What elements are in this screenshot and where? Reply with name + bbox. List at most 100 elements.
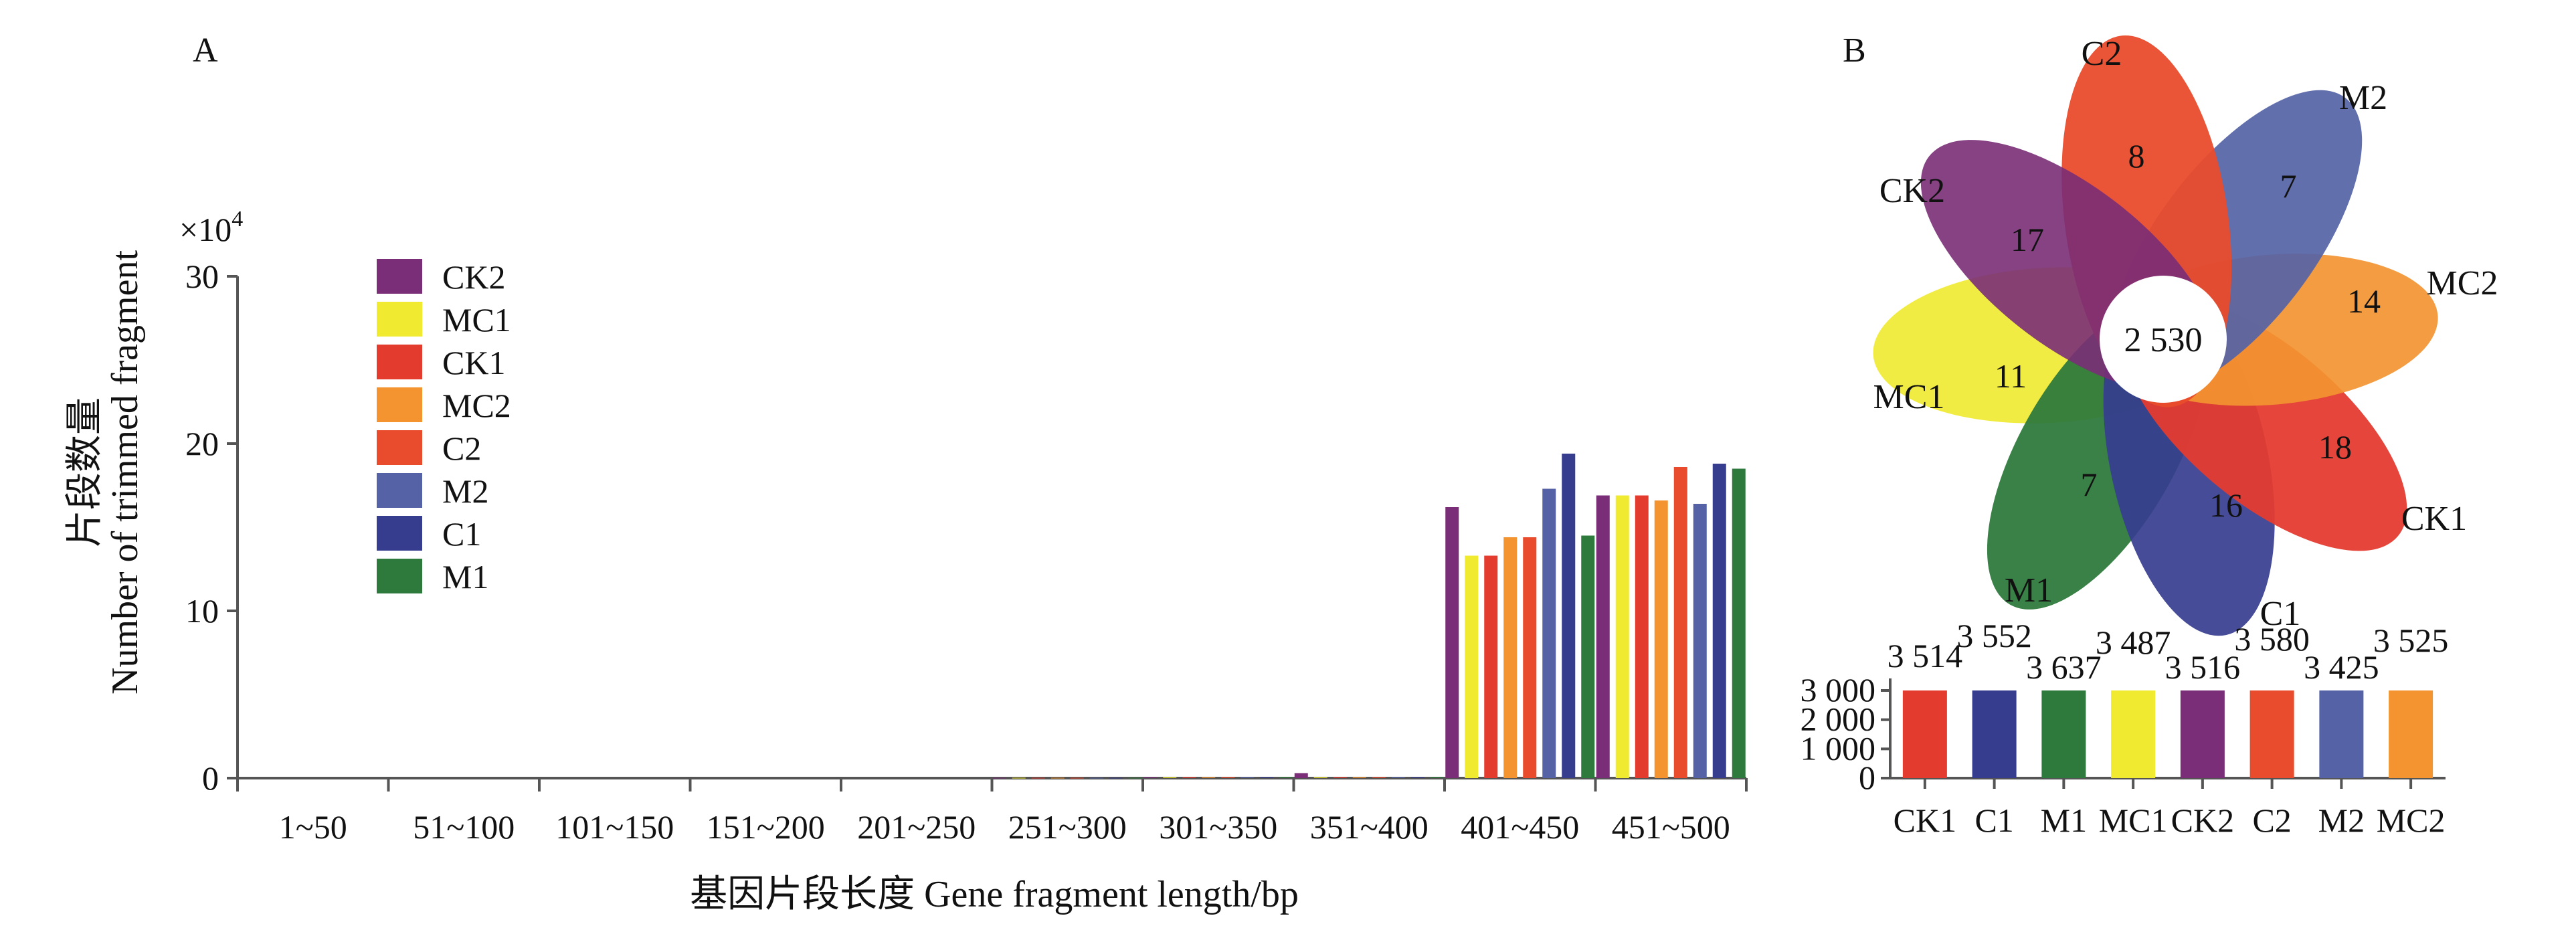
small-x-tick-label: MC2 [2377, 802, 2446, 839]
bar-mc1 [1163, 777, 1177, 778]
total-bar-value: 3 637 [2026, 648, 2102, 686]
bar-m2 [1240, 777, 1255, 778]
bar-c1 [1562, 454, 1576, 778]
legend-label-c2: C2 [442, 430, 481, 467]
venn-set-label-ck2: CK2 [1879, 172, 1945, 210]
legend-label-ck1: CK1 [442, 344, 505, 381]
total-bar-mc2 [2389, 690, 2433, 778]
x-tick-label: 401~450 [1461, 808, 1579, 846]
bar-m2 [1542, 488, 1556, 778]
small-x-tick-label: CK1 [1894, 802, 1956, 839]
venn-set-label-c2: C2 [2082, 35, 2122, 73]
venn-set-label-m1: M1 [2005, 571, 2053, 610]
y-tick-label: 30 [185, 258, 219, 295]
bar-mc1 [1313, 777, 1327, 778]
x-axis-title: 基因片段长度 Gene fragment length/bp [690, 874, 1299, 915]
total-bar-value: 3 514 [1888, 637, 1963, 674]
x-tick-label: 151~200 [707, 808, 825, 846]
bar-mc2 [1654, 500, 1668, 778]
legend-swatch-mc1 [377, 302, 422, 337]
total-bar-value: 3 580 [2234, 620, 2310, 658]
legend-label-ck2: CK2 [442, 258, 505, 296]
legend-label-c1: C1 [442, 515, 481, 553]
small-y-tick-label: 3 000 [1801, 671, 1876, 709]
y-axis-title-zh: 片段数量 [64, 397, 106, 547]
legend-label-mc1: MC1 [442, 301, 511, 339]
venn-set-label-ck1: CK1 [2401, 500, 2467, 538]
venn-unique-c1: 16 [2209, 486, 2243, 524]
venn-unique-ck1: 18 [2318, 428, 2352, 466]
y-axis-title: 片段数量 Number of trimmed fragment [64, 250, 146, 694]
x-tick-label: 101~150 [555, 808, 674, 846]
y-axis-title-en: Number of trimmed fragment [104, 250, 146, 694]
y-multiplier-power: 4 [232, 207, 243, 231]
small-x-tick-label: C1 [1974, 802, 2013, 839]
bar-m1 [1430, 777, 1444, 778]
small-y-tick-label: 2 000 [1801, 701, 1876, 738]
total-bar-value: 3 425 [2304, 648, 2379, 686]
small-x-tick-label: M2 [2318, 802, 2365, 839]
venn-unique-m1: 7 [2081, 466, 2098, 503]
bar-mc2 [1050, 777, 1065, 779]
venn-unique-mc2: 14 [2347, 282, 2381, 320]
small-y-tick-label: 1 000 [1801, 729, 1876, 767]
bar-ck2 [1294, 773, 1308, 778]
venn-unique-c2: 8 [2128, 137, 2145, 175]
bar-ck2 [1143, 777, 1158, 778]
y-tick-label: 10 [185, 592, 219, 630]
panel-a-bars [992, 454, 1746, 779]
small-x-tick-label: M1 [2041, 802, 2087, 839]
x-tick-label: 201~250 [857, 808, 976, 846]
bar-ck2 [1596, 495, 1610, 778]
bar-c2 [1221, 777, 1235, 778]
venn-unique-mc1: 11 [1995, 357, 2027, 395]
x-tick-label: 51~100 [413, 808, 515, 846]
legend-swatch-m1 [377, 559, 422, 593]
bar-m2 [1089, 777, 1103, 779]
bar-ck1 [1031, 777, 1045, 779]
small-x-tick-label: C2 [2252, 802, 2291, 839]
venn-center-circle [2100, 276, 2227, 403]
total-bar-c1 [1972, 690, 2017, 778]
legend-label-m2: M2 [442, 472, 488, 510]
bar-m1 [1732, 468, 1746, 778]
y-multiplier: ×104 [179, 207, 243, 248]
panel-a-letter: A [193, 31, 218, 70]
bar-m2 [1693, 504, 1707, 778]
total-bar-value: 3 525 [2373, 622, 2449, 659]
legend-swatch-m2 [377, 473, 422, 508]
legend-swatch-ck2 [377, 259, 422, 294]
bar-ck2 [1445, 507, 1459, 778]
legend-swatch-c2 [377, 430, 422, 465]
total-bar-value: 3 552 [1956, 617, 2032, 654]
venn-set-label-mc1: MC1 [1873, 378, 1945, 416]
total-bar-value: 3 487 [2096, 624, 2171, 661]
bar-ck2 [992, 777, 1006, 779]
bar-mc1 [1465, 555, 1479, 778]
bar-c1 [1712, 464, 1726, 778]
bar-c2 [1673, 467, 1687, 778]
bar-c2 [1523, 537, 1537, 778]
bar-c1 [1109, 777, 1123, 779]
bar-ck1 [1333, 777, 1347, 778]
small-y-tick-label: 0 [1859, 759, 1875, 796]
small-x-tick-label: CK2 [2171, 802, 2234, 839]
total-bar-value: 3 516 [2165, 648, 2241, 686]
bar-ck1 [1635, 495, 1649, 778]
legend-label-mc2: MC2 [442, 387, 511, 424]
legend-swatch-c1 [377, 516, 422, 551]
legend-swatch-ck1 [377, 345, 422, 379]
venn-set-label-m2: M2 [2339, 79, 2387, 117]
y-tick-label: 20 [185, 425, 219, 462]
x-tick-label: 1~50 [279, 808, 347, 846]
panel-a-axes: 0 10 20 30 1~50 51~100 101~150 151~200 201~250 25… [185, 258, 1748, 846]
bar-m1 [1128, 777, 1142, 779]
bar-c1 [1410, 777, 1424, 778]
venn-set-label-mc2: MC2 [2427, 264, 2498, 302]
panel-a-legend: CK2 MC1 CK1 MC2 C2 M2 C1 M1 [377, 258, 511, 595]
bar-c1 [1260, 777, 1274, 778]
x-tick-label: 301~350 [1159, 808, 1277, 846]
panel-b-letter: B [1843, 31, 1866, 70]
